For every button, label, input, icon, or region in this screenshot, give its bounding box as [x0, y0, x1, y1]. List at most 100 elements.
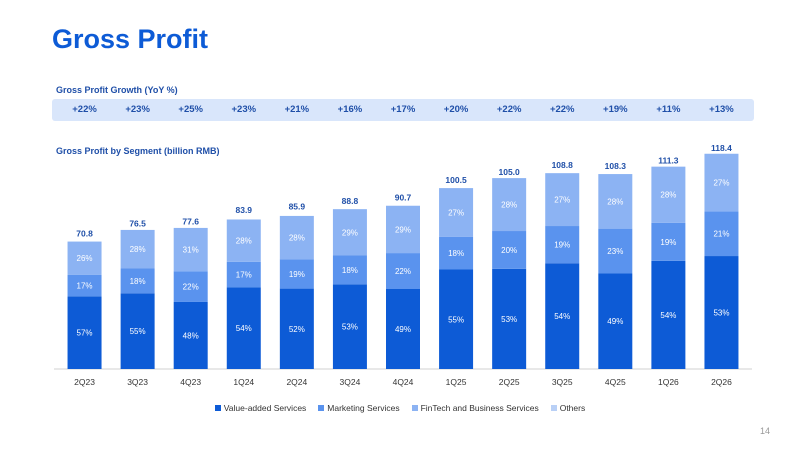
page-number: 14: [759, 426, 770, 436]
stacked-bar-chart: 57% 17% 26% 70.8 2Q23 55% 18% 28% 76.5 3Q23 48% 22%…: [54, 143, 752, 387]
category-label: 4Q25: [605, 377, 626, 387]
segment-label: 17%: [77, 282, 93, 291]
segment-label: 54%: [554, 312, 570, 321]
bar-segment: [279, 215, 314, 260]
segment-label: 52%: [289, 325, 305, 334]
bar-segment: [226, 219, 261, 262]
legend-label: Marketing Services: [327, 403, 400, 413]
bar-segment: [492, 178, 527, 232]
bar-segment: [598, 174, 633, 229]
segment-label: 28%: [501, 201, 517, 210]
bar-segment: [332, 284, 367, 369]
category-label: 2Q25: [499, 377, 520, 387]
bar-segment: [651, 166, 686, 223]
total-label: 77.6: [182, 216, 199, 226]
growth-value: +11%: [656, 104, 681, 115]
segment-label: 49%: [395, 325, 411, 334]
segment-label: 54%: [660, 311, 676, 320]
segment-label: 20%: [501, 246, 517, 255]
category-label: 3Q24: [340, 377, 361, 387]
total-label: 90.7: [395, 193, 412, 203]
bar-segment: [651, 260, 686, 369]
growth-value: +22%: [549, 104, 575, 115]
category-label: 2Q23: [74, 377, 95, 387]
bar-segment: [173, 301, 208, 369]
segment-label: 17%: [236, 271, 252, 280]
segment-label: 55%: [448, 315, 464, 324]
bar-segment: [173, 271, 208, 302]
segment-label: 53%: [713, 309, 729, 318]
growth-value: +23%: [125, 104, 150, 115]
segment-label: 49%: [607, 317, 623, 326]
category-label: 2Q26: [711, 377, 732, 387]
segment-label: 53%: [501, 315, 517, 324]
legend-label: FinTech and Business Services: [420, 403, 539, 413]
chart-legend: Value-added Services Marketing Services Fi…: [0, 403, 800, 413]
chart-title: Gross Profit by Segment (billion RMB): [56, 146, 220, 156]
growth-value: +22%: [72, 104, 97, 115]
legend-label: Others: [559, 403, 586, 413]
bar-segment: [598, 228, 633, 274]
category-label: 1Q26: [658, 377, 679, 387]
segment-label: 31%: [183, 246, 199, 255]
segment-label: 27%: [713, 179, 729, 188]
legend-swatch: [411, 405, 418, 411]
category-label: 3Q25: [552, 377, 573, 387]
segment-label: 18%: [130, 277, 146, 286]
total-label: 83.9: [235, 205, 252, 215]
segment-label: 22%: [183, 283, 199, 292]
segment-label: 53%: [342, 323, 358, 332]
bar-segment: [67, 274, 102, 297]
growth-value: +20%: [443, 104, 469, 115]
segment-label: 19%: [554, 241, 570, 250]
bar-segment: [492, 231, 527, 269]
total-label: 111.3: [658, 156, 679, 166]
growth-value: +13%: [709, 104, 734, 115]
segment-label: 28%: [236, 237, 252, 246]
bar-segment: [439, 188, 474, 237]
segment-label: 23%: [607, 247, 623, 256]
growth-strip: +22% +23% +25% +23% +21% +16% +17% +20% +22% +22%…: [52, 99, 754, 121]
growth-value: +16%: [337, 104, 363, 115]
bar-segment: [704, 211, 739, 257]
bar-segment: [332, 255, 367, 285]
bar-segment: [439, 236, 474, 270]
bar-segment: [279, 288, 314, 369]
legend-label: Value-added Services: [223, 403, 307, 413]
bar-segment: [704, 153, 739, 212]
bar-segment: [704, 256, 739, 369]
bar-segment: [226, 261, 261, 288]
bar-segment: [492, 268, 527, 369]
category-label: 3Q23: [127, 377, 148, 387]
bar-segment: [545, 173, 580, 227]
growth-title: Gross Profit Growth (YoY %): [56, 85, 178, 95]
bar-segment: [386, 205, 420, 254]
growth-value: +19%: [603, 104, 628, 115]
bar-segment: [439, 269, 474, 369]
bar-segment: [386, 253, 420, 290]
total-label: 70.8: [76, 229, 93, 239]
category-label: 4Q24: [393, 377, 414, 387]
legend-item: Marketing Services: [318, 403, 400, 413]
segment-label: 27%: [448, 209, 464, 218]
segment-label: 19%: [660, 238, 676, 247]
segment-label: 29%: [395, 225, 411, 234]
legend-swatch: [550, 405, 557, 411]
segment-label: 19%: [289, 270, 305, 279]
bar-segment: [651, 222, 686, 261]
bar-segment: [120, 229, 155, 269]
legend-swatch: [214, 405, 221, 411]
total-label: 105.0: [499, 167, 521, 177]
segment-label: 28%: [660, 191, 676, 200]
growth-value: +17%: [390, 104, 416, 115]
bar-segment: [332, 209, 367, 256]
category-label: 2Q24: [286, 377, 307, 387]
total-label: 100.5: [445, 175, 467, 185]
bar-segment: [173, 227, 208, 272]
legend-item: Value-added Services: [214, 403, 307, 413]
total-label: 118.4: [711, 143, 732, 153]
category-label: 1Q25: [446, 377, 467, 387]
growth-value: +23%: [231, 104, 257, 115]
segment-label: 55%: [130, 327, 146, 336]
segment-label: 29%: [342, 228, 358, 237]
